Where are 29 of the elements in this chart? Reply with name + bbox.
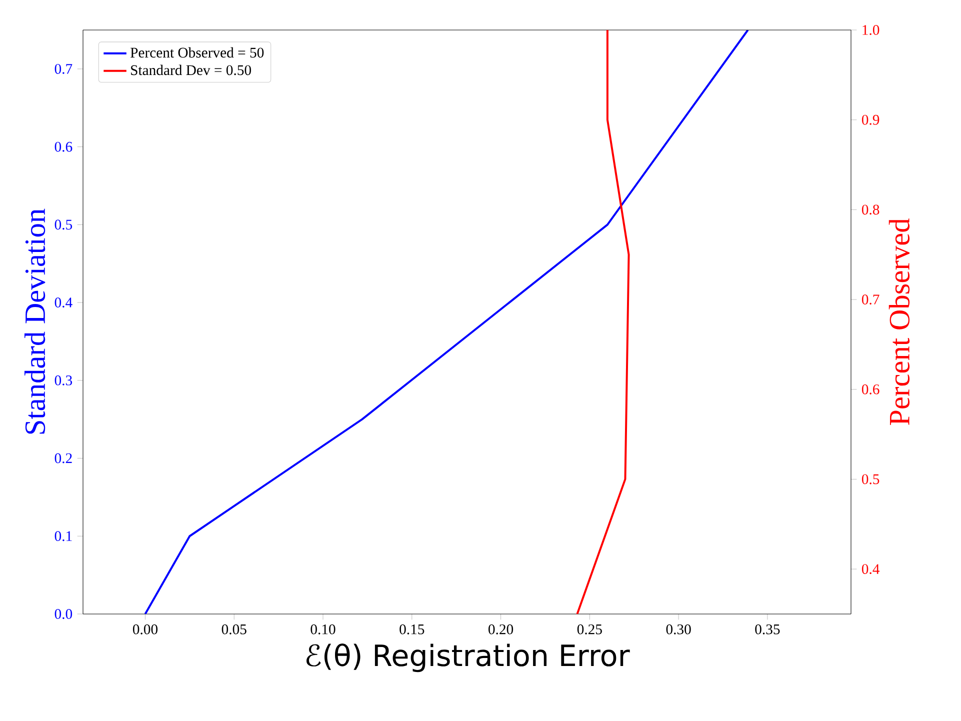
x-tick-label: 0.20 <box>488 624 514 634</box>
legend-label: Standard Dev = 0.50 <box>131 64 252 76</box>
line-series <box>576 30 630 614</box>
y-tick-label: 0.2 <box>54 453 72 464</box>
x-tick-label: 0.00 <box>132 624 158 634</box>
y2-tick-label: 0.7 <box>862 294 880 305</box>
y2-tick-label: 1.0 <box>862 25 880 35</box>
y-tick-label: 0.0 <box>54 609 72 619</box>
y-tick-label: 0.1 <box>54 531 72 542</box>
y-tick-label: 0.4 <box>54 298 72 308</box>
x-tick-label: 0.25 <box>577 624 602 634</box>
y-tick-label: 0.3 <box>54 375 72 386</box>
y-axis-title: Standard Deviation <box>24 208 46 434</box>
x-axis-title: ℰ(θ) Registration Error <box>306 643 630 672</box>
y-tick-label: 0.7 <box>54 64 72 74</box>
x-tick-label: 0.15 <box>400 624 424 634</box>
x-tick-label: 0.30 <box>666 624 691 634</box>
x-tick-label: 0.10 <box>310 624 336 634</box>
y2-tick-label: 0.4 <box>862 564 880 574</box>
legend-label: Percent Observed = 50 <box>130 47 264 58</box>
y-tick-label: 0.5 <box>54 220 72 230</box>
y2-axis-title: Percent Observed <box>888 218 910 425</box>
x-tick-label: 0.35 <box>755 624 780 634</box>
y2-tick-label: 0.6 <box>862 384 880 394</box>
x-tick-label: 0.05 <box>222 624 246 634</box>
y2-tick-label: 0.9 <box>862 114 880 125</box>
y2-tick-label: 0.5 <box>862 474 880 484</box>
y-tick-label: 0.6 <box>54 142 72 152</box>
y2-tick-label: 0.8 <box>862 204 880 215</box>
